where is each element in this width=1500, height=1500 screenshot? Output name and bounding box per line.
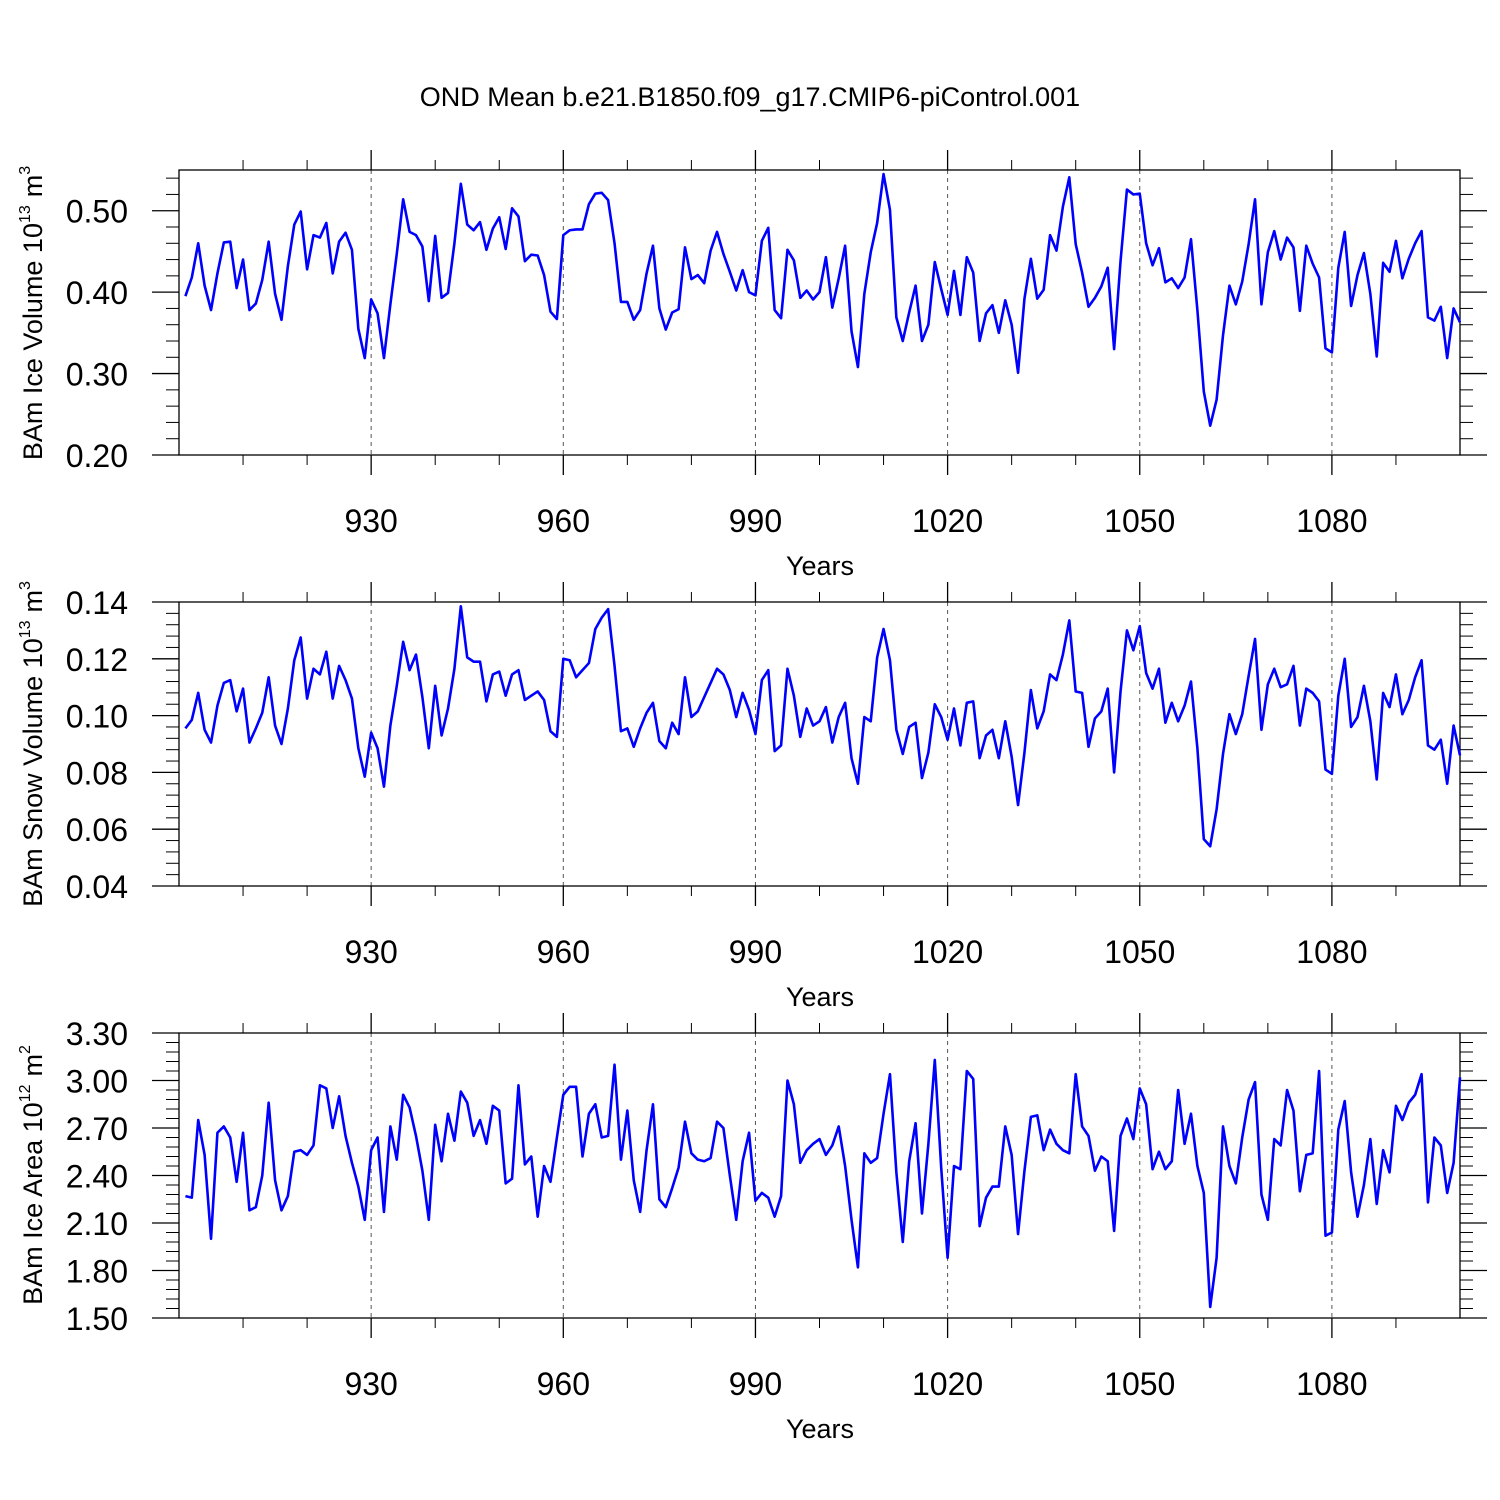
x-tick-label: 1050 <box>1104 934 1175 970</box>
y-axis-label-part: m <box>18 1054 48 1077</box>
y-axis-label-ice-area: BAm Ice Area 1012 m2 <box>17 1045 48 1305</box>
y-tick-label: 0.10 <box>66 699 128 735</box>
y-tick-label: 0.30 <box>66 357 128 393</box>
y-axis-label-part: 3 <box>17 166 34 175</box>
x-tick-label: 1020 <box>912 934 983 970</box>
y-tick-label: 1.50 <box>66 1301 128 1337</box>
x-tick-label: 930 <box>344 503 397 539</box>
x-axis-label: Years <box>786 551 854 581</box>
x-tick-label: 960 <box>537 934 590 970</box>
y-tick-label: 0.20 <box>66 438 128 474</box>
y-axis-label-part: BAm Ice Volume 10 <box>18 223 48 460</box>
y-tick-label: 0.12 <box>66 642 128 678</box>
y-axis-label-part: 3 <box>17 581 34 590</box>
y-axis-label-part: BAm Snow Volume 10 <box>18 638 48 907</box>
y-tick-label: 1.80 <box>66 1254 128 1290</box>
x-tick-label: 990 <box>729 503 782 539</box>
y-tick-label: 2.10 <box>66 1206 128 1242</box>
y-tick-label: 3.30 <box>66 1016 128 1052</box>
x-tick-label: 1050 <box>1104 503 1175 539</box>
x-tick-label: 1050 <box>1104 1366 1175 1402</box>
x-tick-label: 930 <box>344 1366 397 1402</box>
chart-title: OND Mean b.e21.B1850.f09_g17.CMIP6-piCon… <box>420 82 1080 112</box>
y-tick-label: 3.00 <box>66 1064 128 1100</box>
y-axis-label-snow-volume: BAm Snow Volume 1013 m3 <box>17 581 48 907</box>
series-line-snow-volume <box>184 604 1462 848</box>
x-tick-label: 960 <box>537 503 590 539</box>
y-axis-label-part: m <box>18 590 48 613</box>
y-tick-label: 2.70 <box>66 1111 128 1147</box>
y-axis-label-part: 12 <box>17 1084 34 1102</box>
y-axis-label-ice-volume: BAm Ice Volume 1013 m3 <box>17 166 48 460</box>
y-tick-label: 0.40 <box>66 275 128 311</box>
y-axis-label-part: m <box>18 175 48 198</box>
x-tick-label: 1020 <box>912 503 983 539</box>
y-tick-label: 0.08 <box>66 755 128 791</box>
series-line-ice-area <box>185 1058 1462 1309</box>
x-tick-label: 930 <box>344 934 397 970</box>
y-axis-label-part: 13 <box>17 620 34 638</box>
x-tick-label: 990 <box>729 934 782 970</box>
x-tick-label: 990 <box>729 1366 782 1402</box>
x-tick-label: 1020 <box>912 1366 983 1402</box>
x-tick-label: 1080 <box>1296 503 1367 539</box>
x-axis-label: Years <box>786 1414 854 1444</box>
panel-ice-area: 930 960 990 1020 1050 1080 Years 1.50 1.80 2.10 2.… <box>17 1013 1487 1444</box>
y-axis-label-part: 13 <box>17 205 34 223</box>
y-tick-label: 0.50 <box>66 194 128 230</box>
y-tick-label: 0.04 <box>66 869 128 905</box>
x-tick-label: 1080 <box>1296 934 1367 970</box>
x-axis-label: Years <box>786 982 854 1012</box>
x-tick-label: 960 <box>537 1366 590 1402</box>
panel-snow-volume: 930 960 990 1020 1050 1080 Years 0.04 0.06 0.08 0.… <box>17 581 1487 1012</box>
y-tick-label: 0.14 <box>66 585 128 621</box>
panel-ice-volume: 930 960 990 1020 1050 1080 Years 0.20 0.30 0.40 0.… <box>17 150 1487 581</box>
x-tick-label: 1080 <box>1296 1366 1367 1402</box>
y-tick-label: 0.06 <box>66 812 128 848</box>
y-tick-label: 2.40 <box>66 1159 128 1195</box>
series-line-ice-volume <box>184 172 1462 427</box>
y-axis-label-part: BAm Ice Area 10 <box>18 1102 48 1305</box>
y-axis-label-part: 2 <box>17 1045 34 1054</box>
